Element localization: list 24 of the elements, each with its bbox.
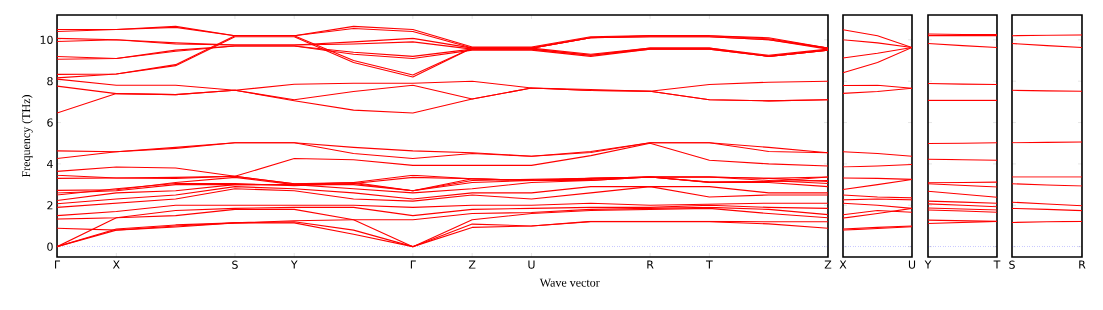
- x-tick-label: R: [1079, 260, 1086, 269]
- x-tick-label: S: [232, 260, 238, 269]
- x-tick-label: T: [993, 260, 1001, 269]
- y-axis-title: Frequency (THz): [21, 95, 33, 178]
- y-tick-label: 10: [40, 35, 53, 44]
- y-tick-label: 6: [47, 118, 53, 127]
- y-tick-label: 4: [47, 159, 53, 168]
- x-tick-label: S: [1009, 260, 1015, 269]
- x-tick-label: Γ: [55, 260, 61, 269]
- x-tick-label: Y: [290, 260, 298, 269]
- x-tick-label: U: [528, 260, 535, 269]
- x-axis-title: Wave vector: [539, 278, 600, 287]
- x-tick-label: Y: [924, 260, 932, 269]
- y-tick-label: 8: [47, 77, 53, 86]
- y-tick-label: 2: [47, 201, 53, 210]
- x-tick-label: T: [705, 260, 713, 269]
- x-tick-label: Z: [824, 260, 832, 269]
- y-tick-label: 0: [47, 242, 53, 251]
- x-tick-label: Γ: [410, 260, 416, 269]
- x-tick-label: R: [647, 260, 654, 269]
- x-tick-label: X: [839, 260, 847, 269]
- x-tick-label: X: [112, 260, 120, 269]
- x-tick-label: U: [908, 260, 916, 269]
- x-tick-label: Z: [468, 260, 476, 269]
